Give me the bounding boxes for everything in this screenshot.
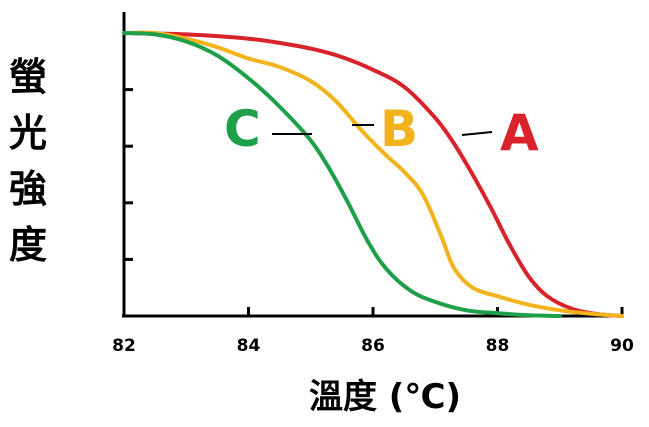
- x-tick-label: 82: [112, 336, 136, 356]
- series-label-b: B: [380, 100, 418, 158]
- series-labels: A B C: [224, 100, 539, 162]
- x-tick-label: 86: [361, 336, 385, 356]
- series-label-a: A: [500, 104, 539, 162]
- series-lines: [122, 30, 624, 318]
- y-axis-title-char: 光: [9, 111, 47, 155]
- y-axis-title-char: 強: [9, 167, 47, 211]
- x-tick-label: 84: [237, 336, 261, 356]
- x-tick-label: 90: [610, 336, 634, 356]
- x-ticks: 82 84 86 88 90: [112, 307, 634, 356]
- series-line-a: [122, 31, 624, 318]
- series-label-leader-a: [461, 131, 493, 136]
- x-axis-title: 溫度 (℃): [309, 377, 461, 417]
- x-tick-label: 88: [486, 336, 510, 356]
- y-axis-title-char: 度: [9, 223, 47, 267]
- series-label-c: C: [224, 100, 261, 158]
- y-axis-title-char: 螢: [9, 55, 47, 99]
- series-line-c: [122, 31, 562, 318]
- series-line-b: [122, 30, 624, 318]
